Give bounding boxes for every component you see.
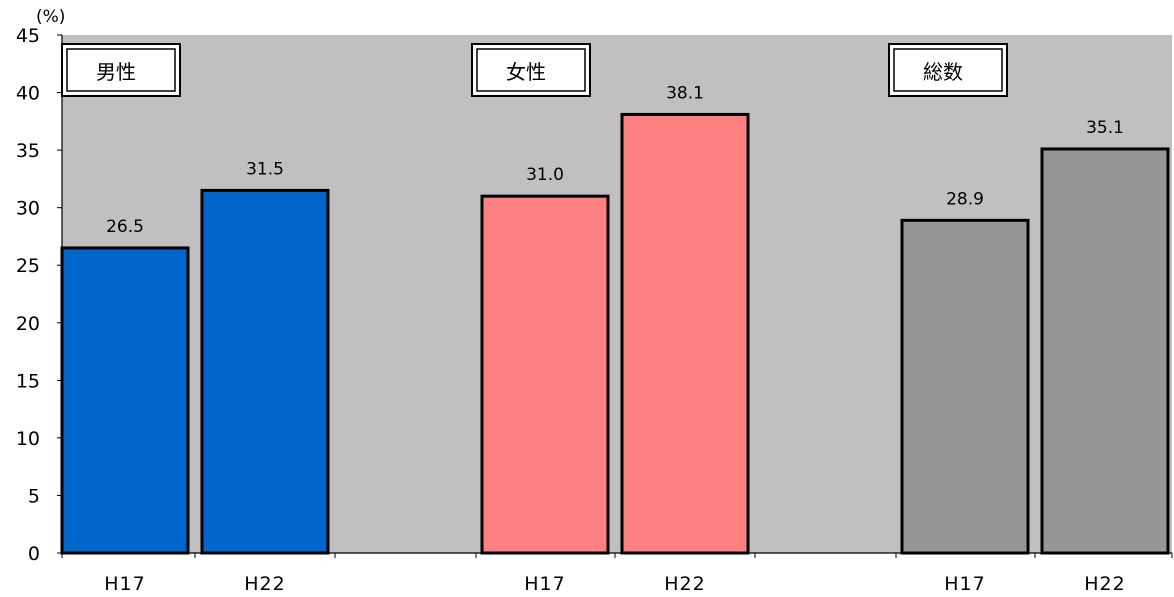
y-tick-label: 40 bbox=[16, 83, 40, 105]
y-tick-label: 15 bbox=[16, 370, 40, 392]
bar bbox=[60, 246, 190, 555]
bar bbox=[480, 194, 610, 555]
data-label: 35.1 bbox=[1086, 118, 1124, 138]
y-tick-label: 25 bbox=[16, 255, 40, 277]
y-axis: 0 5 10 15 20 25 30 35 40 45 bbox=[16, 25, 63, 565]
group-title: 総数 bbox=[923, 60, 963, 84]
group-title-box-inner bbox=[476, 48, 586, 92]
data-label: 31.5 bbox=[246, 159, 284, 179]
data-label: 31.0 bbox=[526, 165, 564, 185]
y-tick-label: 35 bbox=[16, 140, 40, 162]
y-tick-label: 10 bbox=[16, 428, 40, 450]
bar bbox=[620, 112, 750, 555]
bar bbox=[1040, 147, 1170, 555]
y-unit-label: (%) bbox=[36, 7, 65, 27]
x-tick-label: H22 bbox=[1084, 573, 1125, 595]
x-tick-label: H22 bbox=[664, 573, 705, 595]
y-tick-label: 30 bbox=[16, 198, 40, 220]
x-tick-label: H17 bbox=[944, 573, 985, 595]
bar bbox=[200, 188, 330, 555]
data-label: 28.9 bbox=[946, 189, 984, 209]
group-title-box-inner bbox=[893, 48, 1003, 92]
x-tick-label: H22 bbox=[244, 573, 285, 595]
x-tick-label: H17 bbox=[524, 573, 565, 595]
group-title: 女性 bbox=[506, 60, 546, 84]
data-label: 38.1 bbox=[666, 83, 704, 103]
data-label: 26.5 bbox=[106, 217, 144, 237]
y-tick-label: 20 bbox=[16, 313, 40, 335]
x-axis: H17 H22 H17 H22 H17 H22 bbox=[61, 552, 1173, 595]
x-tick-label: H17 bbox=[104, 573, 145, 595]
y-tick-label: 5 bbox=[28, 485, 40, 507]
y-tick-label: 0 bbox=[28, 543, 40, 565]
y-tick-label: 45 bbox=[16, 25, 40, 47]
bar bbox=[900, 218, 1030, 555]
group-title-box-inner bbox=[66, 48, 176, 92]
bars: 26.5 31.5 31.0 38.1 28.9 35.1 bbox=[60, 83, 1170, 555]
group-titles: 男性 女性 総数 bbox=[61, 43, 1008, 97]
group-title: 男性 bbox=[96, 60, 136, 84]
